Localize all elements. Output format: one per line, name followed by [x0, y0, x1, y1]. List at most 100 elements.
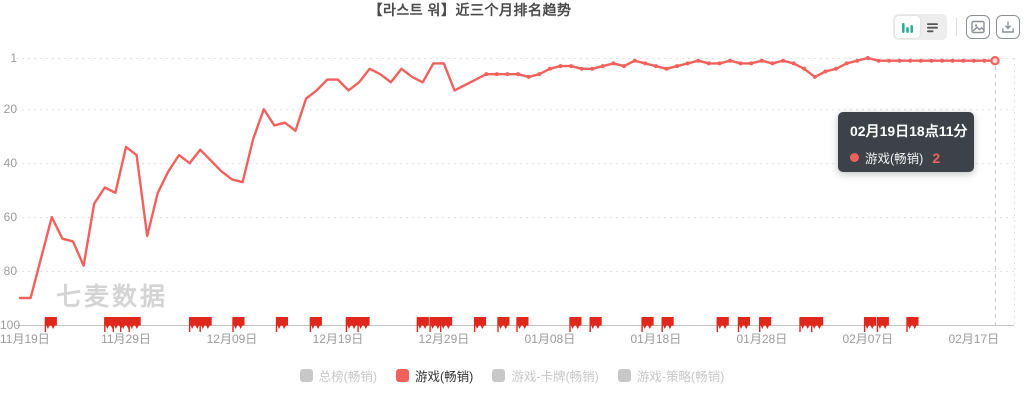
data-point — [611, 61, 616, 66]
legend-swatch-icon — [492, 369, 506, 382]
data-point — [706, 61, 711, 66]
download-button[interactable] — [996, 15, 1020, 39]
x-axis-label: 01月28日 — [736, 332, 788, 346]
data-point — [590, 66, 595, 71]
save-image-button[interactable] — [966, 15, 990, 39]
data-point — [600, 64, 605, 69]
data-point — [717, 61, 722, 66]
data-point — [675, 64, 680, 69]
event-flag-icon[interactable] — [416, 317, 429, 332]
event-flag-icon[interactable] — [516, 317, 529, 332]
event-flag-icon[interactable] — [473, 317, 487, 332]
y-axis-label: 60 — [3, 210, 17, 225]
data-point — [653, 64, 658, 69]
table-view-button[interactable] — [920, 16, 945, 38]
y-axis-label: 80 — [3, 264, 17, 279]
legend-item-inactive[interactable]: 游戏-卡牌(畅销) — [492, 366, 599, 385]
image-icon — [971, 20, 985, 34]
data-point — [929, 58, 934, 63]
data-point — [770, 61, 775, 66]
event-flag-icon[interactable] — [876, 317, 889, 332]
data-point — [759, 58, 764, 63]
event-flag-icon[interactable] — [737, 317, 750, 332]
chart-view-button[interactable] — [895, 16, 920, 38]
x-axis-label: 12月19日 — [312, 332, 364, 346]
x-axis-label: 11月19日 — [0, 332, 50, 346]
data-point — [643, 61, 648, 66]
hovered-data-point[interactable] — [990, 55, 1000, 66]
data-point — [982, 58, 987, 63]
chart-legend: 总榜(畅销) 游戏(畅销) 游戏-卡牌(畅销) 游戏-策略(畅销) — [0, 366, 1024, 385]
data-point — [579, 66, 584, 71]
tooltip-series-label: 游戏(畅销) — [865, 152, 924, 166]
event-flag-icon[interactable] — [199, 317, 212, 332]
legend-label: 游戏-策略(畅销) — [636, 370, 725, 384]
data-point — [844, 61, 849, 66]
x-axis-label: 12月09日 — [206, 332, 258, 346]
chart-tooltip: 02月19日18点11分 游戏(畅销) 2 — [838, 112, 974, 172]
data-point — [484, 72, 489, 77]
event-flag-icon[interactable] — [716, 317, 729, 332]
legend-swatch-icon — [299, 369, 313, 382]
x-axis-label: 11月29日 — [101, 332, 151, 346]
rank-series-line — [18, 56, 997, 300]
data-point — [728, 58, 733, 63]
list-icon — [927, 22, 938, 32]
x-axis-label: 02月07日 — [842, 332, 894, 346]
bar-chart-icon — [902, 22, 913, 33]
toolbar-divider — [956, 18, 957, 36]
event-flag-icon[interactable] — [569, 317, 582, 332]
event-flag-icon[interactable] — [44, 317, 57, 332]
data-point — [961, 58, 966, 63]
data-point — [834, 66, 839, 71]
data-point — [950, 58, 955, 63]
event-flag-icon[interactable] — [232, 317, 245, 332]
data-point — [971, 58, 976, 63]
x-axis-label: 01月18日 — [630, 332, 682, 346]
legend-item-inactive[interactable]: 总榜(畅销) — [299, 366, 377, 385]
event-flag-icon[interactable] — [357, 317, 370, 332]
event-flag-icon[interactable] — [661, 317, 674, 332]
data-point — [781, 58, 786, 63]
event-flag-icon[interactable] — [275, 317, 288, 332]
data-point — [855, 58, 860, 63]
event-flag-icon[interactable] — [863, 317, 877, 332]
event-flag-icon[interactable] — [906, 317, 919, 332]
event-flag-icon[interactable] — [429, 317, 442, 332]
chart-title: 【라스트 워】近三个月排名趋势 — [368, 2, 572, 18]
event-flag-icon[interactable] — [811, 317, 824, 332]
data-point — [632, 58, 637, 63]
data-point — [505, 72, 510, 77]
data-point — [494, 72, 499, 77]
event-flag-icon[interactable] — [589, 317, 602, 332]
data-point — [823, 69, 828, 74]
data-point — [812, 74, 817, 79]
legend-item-active[interactable]: 游戏(畅销) — [396, 366, 473, 385]
chart-toolbar — [893, 14, 1022, 40]
data-point — [802, 66, 807, 71]
tooltip-date: 02月19日18点11分 — [850, 123, 968, 139]
event-flag-icon[interactable] — [440, 317, 453, 332]
legend-label: 总榜(畅销) — [318, 370, 377, 384]
data-point — [516, 72, 521, 77]
data-point — [749, 61, 754, 66]
data-point — [738, 61, 743, 66]
chart-type-toggle — [893, 14, 947, 40]
event-flag-icon[interactable] — [799, 317, 812, 332]
event-flag-icon[interactable] — [345, 317, 358, 332]
event-flag-icon[interactable] — [759, 317, 772, 332]
data-point — [537, 72, 542, 77]
legend-label: 游戏(畅销) — [415, 370, 474, 384]
event-flag-icon[interactable] — [188, 317, 202, 332]
event-flag-icon[interactable] — [641, 317, 654, 332]
y-axis-label: 100 — [0, 318, 21, 332]
x-axis-label: 01月08日 — [524, 332, 576, 346]
x-axis-label: 12月29日 — [418, 332, 470, 346]
event-flag-icon[interactable] — [128, 317, 141, 332]
data-point — [865, 56, 870, 60]
event-flag-icon[interactable] — [309, 317, 322, 332]
legend-item-inactive[interactable]: 游戏-策略(畅销) — [617, 366, 725, 385]
event-flag-icon[interactable] — [497, 317, 510, 332]
